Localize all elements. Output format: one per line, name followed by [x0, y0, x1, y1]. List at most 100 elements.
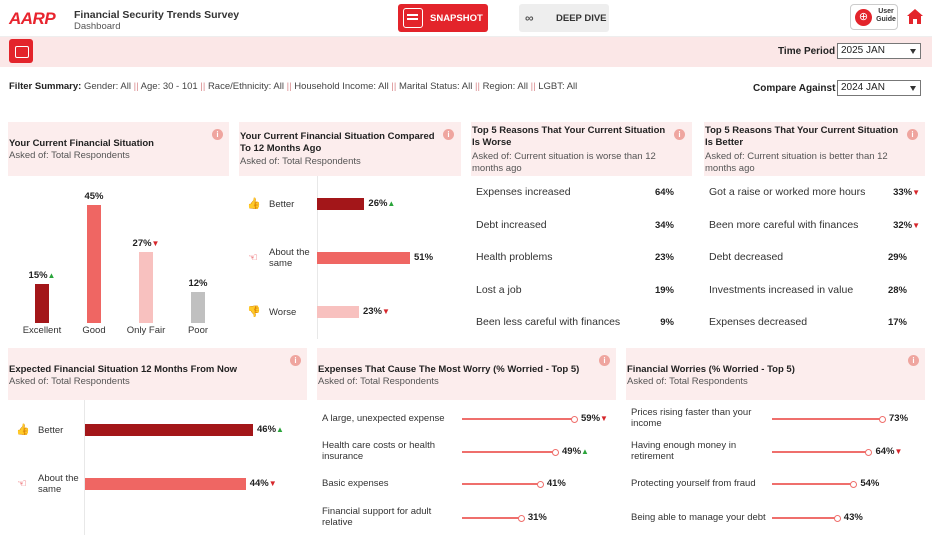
deep-dive-label: DEEP DIVE: [556, 12, 607, 24]
card-subtitle-line: months ago: [705, 163, 755, 174]
y-tick-label: Prices rising faster than your income: [631, 407, 752, 429]
data-label-value: 49%: [562, 446, 582, 457]
chart-bar[interactable]: [139, 252, 153, 323]
lollipop-point[interactable]: [571, 415, 578, 423]
filter-summary-item: Region: All: [482, 81, 528, 92]
trend-down-icon: ▼: [381, 307, 390, 316]
list-item-label: Health problems: [476, 251, 553, 263]
reasons-worse-card: Top 5 Reasons That Your Current Situatio…: [471, 122, 692, 339]
list-item-label: Lost a job: [476, 283, 522, 296]
list-item-value-text: 17%: [887, 317, 907, 328]
info-icon[interactable]: i: [907, 129, 918, 140]
list-item-value: 19%: [631, 285, 674, 296]
aarp-logo[interactable]: AARP: [9, 9, 56, 28]
trend-up-icon: ▲: [276, 425, 284, 434]
x-tick-label: Excellent: [22, 325, 62, 336]
filter-bar: [0, 37, 932, 67]
chart-bar[interactable]: [85, 424, 253, 436]
filter-separator: ||: [530, 81, 536, 92]
chart-bar[interactable]: [317, 252, 410, 264]
list-item-value-text: 33%: [893, 187, 913, 198]
data-label-value: 64%: [875, 446, 895, 457]
deep-dive-button[interactable]: ∞ DEEP DIVE: [519, 4, 609, 32]
snapshot-button[interactable]: SNAPSHOT: [398, 4, 488, 32]
compare-against-select[interactable]: 2024 JAN: [837, 80, 921, 96]
list-item-value-text: 9%: [660, 317, 674, 328]
lollipop-point[interactable]: [879, 415, 886, 423]
lollipop-point[interactable]: [865, 448, 873, 456]
list-item-value-text: 29%: [887, 252, 907, 263]
chart-bar[interactable]: [85, 478, 246, 490]
data-label: 43%: [844, 512, 863, 523]
lollipop-point[interactable]: [850, 480, 858, 488]
plot-area: 15%▲ Excellent 45% Good 27%▼ Only Fair 12% Poor: [8, 176, 229, 339]
current-situation-card: Your Current Financial Situation Asked o…: [8, 122, 229, 339]
chart-bar[interactable]: [87, 205, 101, 323]
info-icon[interactable]: i: [674, 129, 685, 140]
data-label-value: 73%: [889, 413, 909, 424]
list-item-value: 17%: [864, 317, 907, 328]
hand-point-icon: ☜: [248, 252, 258, 264]
data-label: 46%▲: [257, 424, 284, 435]
list-item-value: 23%: [631, 252, 674, 263]
trend-down-icon: ▼: [912, 220, 920, 230]
chart-bar[interactable]: [35, 283, 49, 323]
chart-bar[interactable]: [317, 306, 359, 318]
snapshot-icon: [403, 8, 423, 28]
app-header: AARP Financial Security Trends Survey Da…: [0, 0, 932, 37]
card-subtitle: Asked of: Total Respondents: [9, 150, 130, 161]
card-title-line: Is Worse: [472, 137, 512, 148]
trend-down-icon: ▼: [894, 447, 903, 456]
list-item-value-text: 32%: [893, 219, 913, 231]
filter-summary: Filter Summary: Gender: All || Age: 30 -…: [9, 81, 577, 92]
plot-area: Prices rising faster than your income 73%…: [626, 400, 925, 535]
y-tick-label: About the same: [38, 473, 79, 495]
filter-summary-item: Marital Status: All: [398, 81, 473, 92]
lollipop-point[interactable]: [517, 514, 525, 522]
data-label: 41%: [547, 478, 566, 489]
card-subtitle: Asked of: Total Respondents: [9, 376, 130, 387]
filter-separator: ||: [133, 81, 139, 92]
lollipop-point[interactable]: [536, 480, 544, 488]
data-label-value: 59%: [581, 413, 601, 424]
card-subtitle: Asked of: Current situation is better th…: [705, 151, 888, 175]
trend-down-icon: ▼: [912, 188, 920, 197]
card-subtitle-line: Asked of: Current situation is better th…: [705, 151, 888, 162]
filter-summary-item: LGBT: All: [538, 81, 578, 92]
app-title: Financial Security Trends Survey: [74, 9, 240, 21]
time-period-select[interactable]: 2025 JAN: [837, 43, 921, 59]
user-guide-button[interactable]: ⊕ User Guide: [850, 4, 898, 30]
list-item-label: Been less careful with finances: [476, 316, 621, 328]
data-label-value: 27%: [132, 238, 152, 250]
lollipop-line: [772, 418, 882, 420]
chart-bar[interactable]: [317, 198, 365, 210]
lollipop-point[interactable]: [552, 448, 560, 456]
compare-against-value: 2024 JAN: [841, 82, 885, 93]
plot-area: A large, unexpected expense 59%▼ Health ca…: [317, 400, 616, 535]
info-icon[interactable]: i: [443, 129, 454, 140]
data-label-value: 44%: [249, 478, 269, 489]
expenses-worry-card: Expenses That Cause The Most Worry (% Wo…: [317, 348, 616, 535]
data-label-value: 15%: [28, 269, 48, 281]
lollipop-point[interactable]: [833, 514, 841, 522]
data-label: 54%: [860, 478, 879, 489]
info-icon[interactable]: i: [212, 129, 223, 140]
card-subtitle: Asked of: Total Respondents: [318, 376, 439, 387]
x-tick-label: Poor: [187, 325, 209, 336]
info-icon[interactable]: i: [908, 355, 919, 366]
chevron-down-icon: [910, 49, 916, 54]
filter-panel-button[interactable]: [9, 39, 33, 63]
info-icon[interactable]: i: [290, 355, 301, 366]
card-title: Top 5 Reasons That Your Current Situatio…: [472, 125, 665, 149]
thumbs-up-icon: 👍: [16, 424, 30, 436]
card-subtitle-line: Asked of: Current situation is worse tha…: [472, 151, 656, 162]
home-icon[interactable]: [906, 8, 924, 26]
card-title: Financial Worries (% Worried - Top 5): [627, 364, 795, 375]
data-label-value: 45%: [84, 191, 104, 202]
data-label: 27%▼: [124, 238, 168, 249]
trend-up-icon: ▲: [581, 447, 589, 456]
info-icon[interactable]: i: [599, 355, 610, 366]
plot-area: 👍 Better 26%▲ ☜ About the same 51% 👎 Worse 23%▼: [239, 176, 461, 339]
chart-bar[interactable]: [191, 291, 205, 323]
list-item-value: 9%: [631, 317, 674, 328]
